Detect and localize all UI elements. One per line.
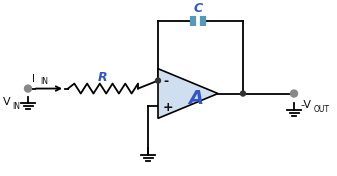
Text: -V: -V [300, 100, 311, 111]
Text: A: A [188, 89, 204, 108]
Circle shape [155, 78, 160, 83]
Text: OUT: OUT [314, 105, 330, 114]
Text: IN: IN [40, 77, 48, 86]
Text: R: R [98, 71, 108, 84]
Text: +: + [163, 101, 174, 114]
Polygon shape [158, 69, 218, 118]
Text: I: I [32, 74, 35, 84]
Circle shape [25, 85, 31, 92]
Text: V: V [3, 98, 11, 108]
Text: C: C [193, 2, 203, 15]
Circle shape [241, 91, 245, 96]
Text: -: - [163, 75, 168, 88]
Text: IN: IN [12, 102, 20, 111]
Circle shape [290, 90, 298, 97]
